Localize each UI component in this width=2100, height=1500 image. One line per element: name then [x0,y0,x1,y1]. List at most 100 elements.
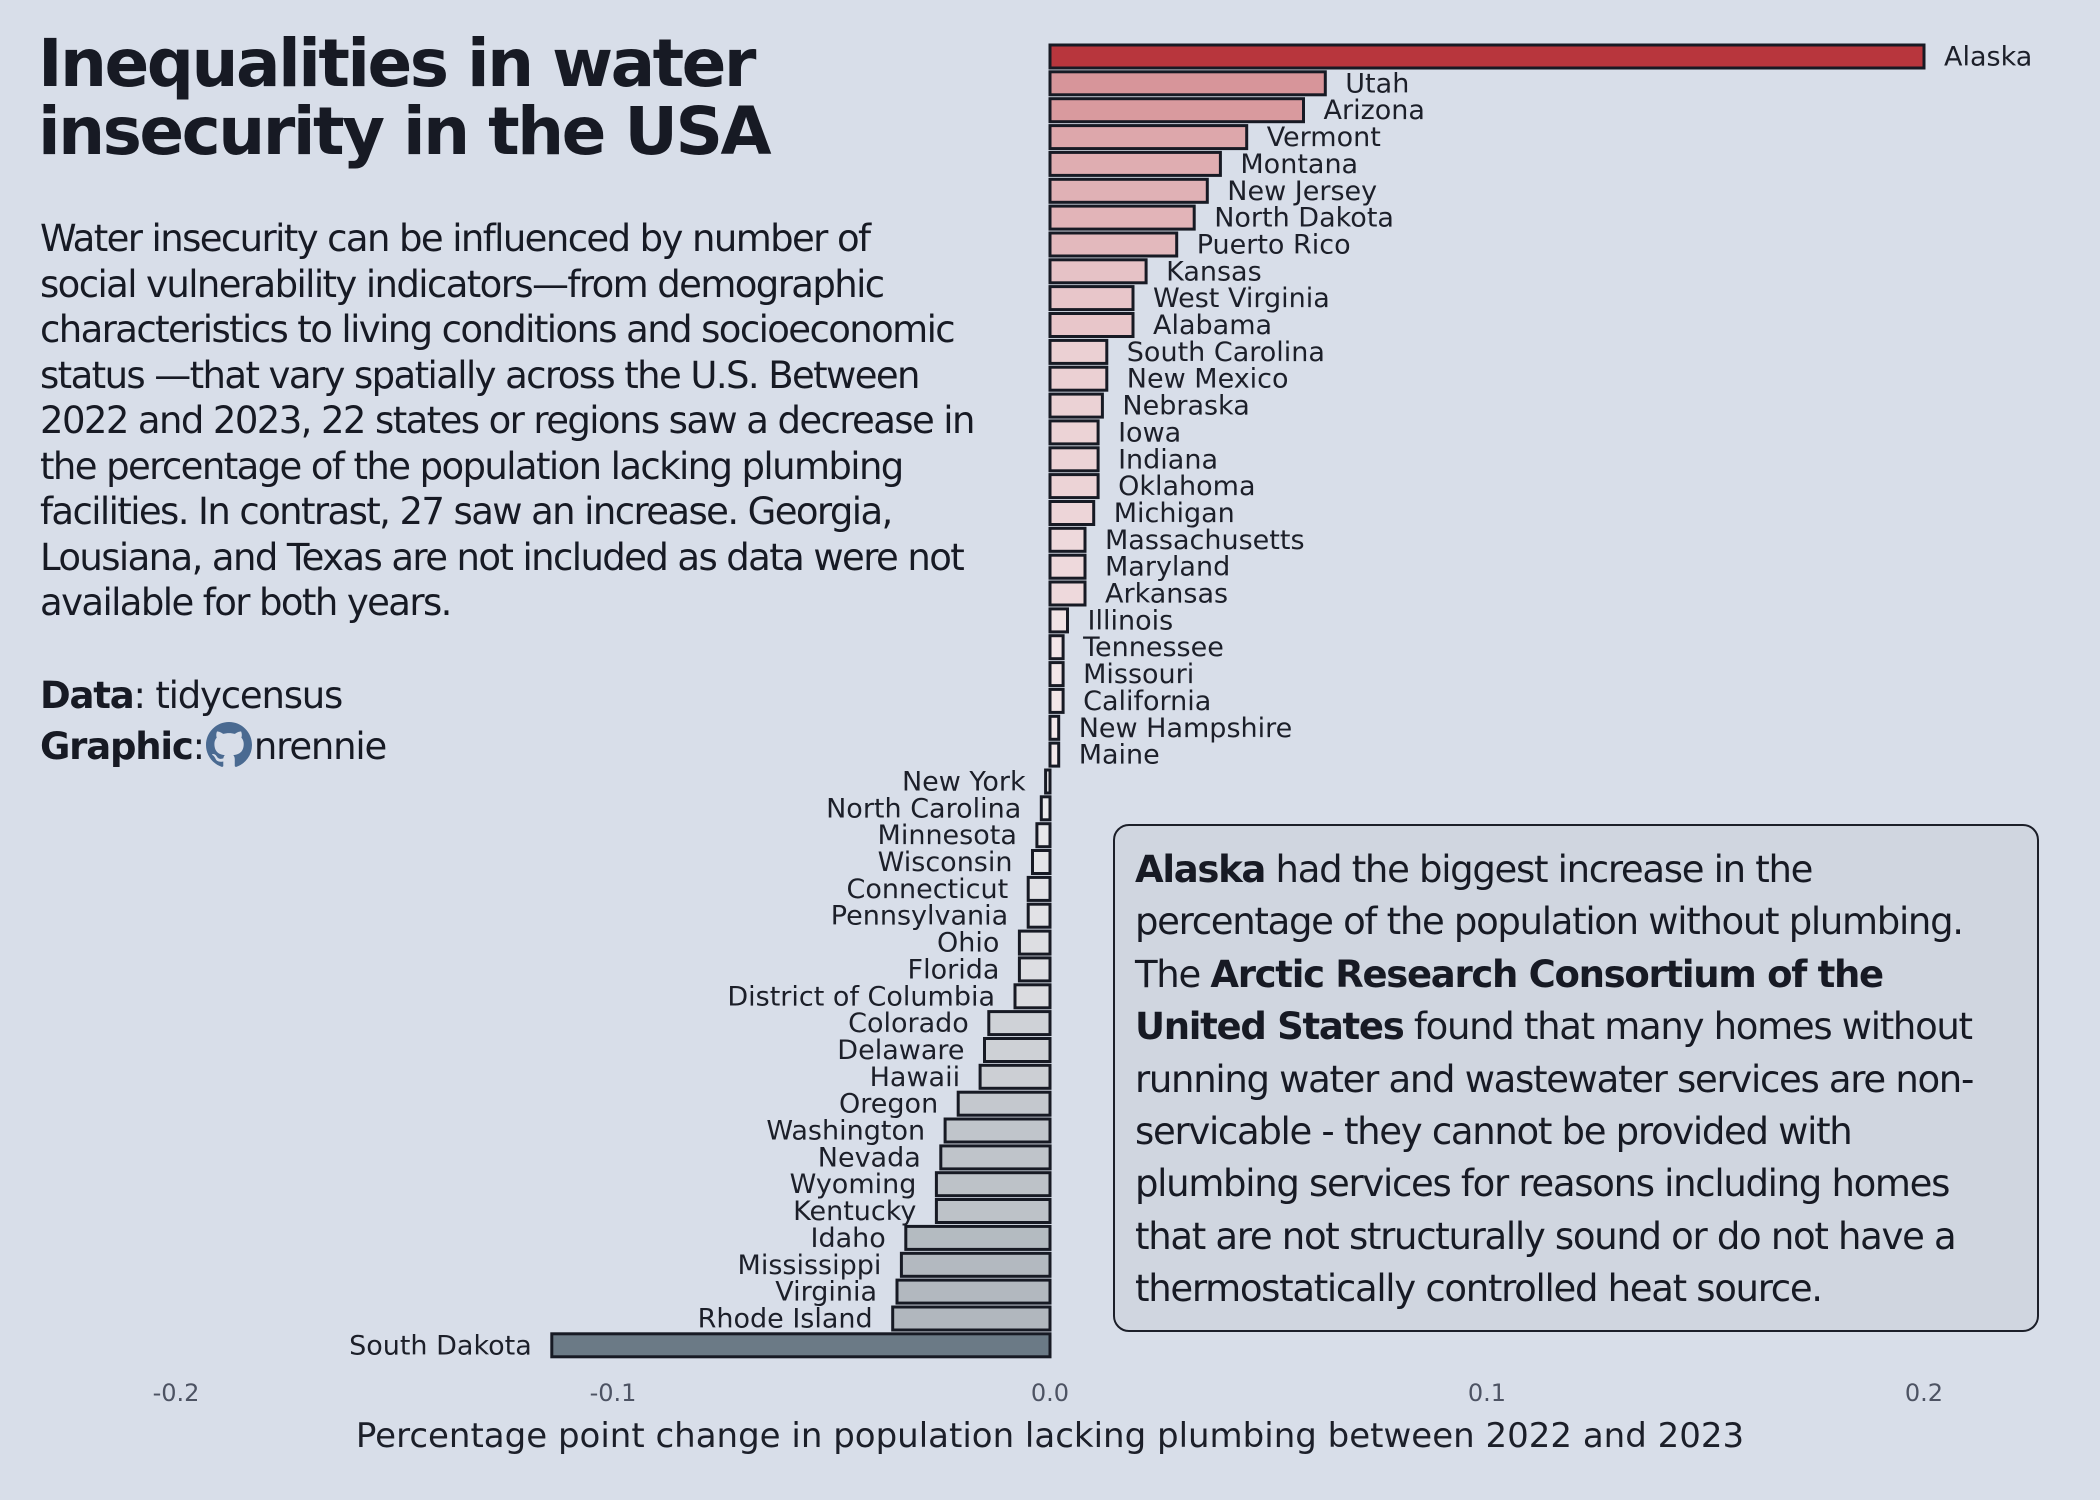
bar-label: Montana [1240,149,1358,180]
bar-label: Indiana [1118,444,1218,475]
x-tick-label: -0.1 [590,1379,637,1407]
bar-label: South Dakota [349,1330,532,1361]
data-credit-value: tidycensus [155,674,343,717]
bar-south-carolina [1048,338,1109,365]
bar-illinois [1048,607,1069,634]
bar-label: Tennessee [1082,632,1224,663]
x-tick-label: 0.2 [1905,1379,1943,1407]
bar-label: Alabama [1153,310,1272,341]
bar-maryland [1048,553,1087,580]
bar-label: Illinois [1088,605,1174,636]
bar-puerto-rico [1048,231,1179,258]
data-credit-label: Data [40,674,135,717]
bar-michigan [1048,500,1096,526]
github-icon [205,722,252,768]
bar-label: Wisconsin [878,847,1013,878]
graphic-credit-value: nrennie [253,725,387,768]
bar-arkansas [1048,580,1087,607]
bar-new-mexico [1048,365,1109,392]
bar-label: New Mexico [1127,364,1289,395]
bar-label: Massachusetts [1105,525,1305,556]
bar-west-virginia [1048,285,1135,312]
bar-label: Oklahoma [1118,471,1255,502]
bar-label: Nebraska [1122,391,1249,422]
graphic-credit-label: Graphic [40,725,194,768]
page-title: Inequalities in water insecurity in the … [38,25,772,170]
bar-north-dakota [1048,204,1196,231]
bar-pennsylvania [1026,902,1052,929]
bar-label: Hawaii [870,1062,960,1093]
bar-label: Colorado [848,1008,969,1039]
graphic-credit: Graphic: nrennie [40,722,387,769]
bar-label: Mississippi [738,1250,882,1281]
bar-florida [1017,956,1052,983]
bar-vermont [1048,124,1249,151]
bar-connecticut [1026,875,1052,902]
bar-delaware [983,1037,1052,1063]
bar-label: South Carolina [1127,337,1325,368]
annotation-text-1: had the biggest increase in the percenta… [1135,848,1964,996]
bar-new-hampshire [1048,714,1061,741]
bar-ohio [1017,929,1052,956]
bar-kentucky [934,1198,1052,1224]
bar-label: Connecticut [847,874,1009,905]
subtitle: Water insecurity can be influenced by nu… [40,217,975,624]
data-credit: Data: tidycensus [40,674,343,717]
bar-nebraska [1048,392,1104,419]
bar-oklahoma [1048,473,1100,500]
bar-label: Delaware [837,1035,964,1066]
bar-montana [1048,150,1222,177]
bar-label: West Virginia [1153,283,1330,314]
bar-nevada [939,1144,1052,1171]
bar-label: California [1083,686,1211,717]
bar-north-carolina [1039,795,1052,822]
bar-virginia [895,1278,1052,1305]
annotation-highlight-arcus: Arctic Research Consortium of the United… [1135,952,1884,1049]
x-tick-label: -0.2 [153,1379,200,1407]
bar-massachusetts [1048,526,1087,553]
bar-label: District of Columbia [727,981,995,1012]
bar-label: Puerto Rico [1197,230,1351,261]
bar-label: Florida [908,954,1000,985]
bar-rhode-island [891,1305,1052,1332]
bar-label: North Carolina [826,793,1021,824]
bar-label: North Dakota [1214,203,1394,234]
bar-minnesota [1035,822,1052,849]
x-axis-ticks: -0.2 -0.1 0.0 0.1 0.2 [153,1379,1944,1407]
bar-tennessee [1048,634,1065,661]
bar-colorado [987,1010,1052,1037]
bar-kansas [1048,258,1148,285]
bar-label: Vermont [1267,122,1381,153]
bar-missouri [1048,661,1065,688]
bar-label: Pennsylvania [831,901,1008,932]
bar-label: Oregon [839,1089,938,1120]
bar-label: Kansas [1166,256,1262,287]
bar-label: Arizona [1324,95,1425,126]
bar-label: New Jersey [1227,176,1377,207]
bar-label: Washington [766,1116,925,1147]
bar-wisconsin [1031,849,1052,875]
bar-mississippi [899,1251,1052,1278]
bar-label: Arkansas [1105,579,1228,610]
annotation-text-2: found that many homes without running wa… [1135,1005,1974,1311]
annotation-box: Alaska had the biggest increase in the p… [1113,824,2039,1332]
bar-label: Michigan [1114,498,1235,529]
bar-hawaii [978,1063,1052,1090]
bar-label: New Hampshire [1079,713,1293,744]
bar-maine [1048,741,1061,768]
bar-label: Utah [1345,68,1409,99]
bar-utah [1048,70,1327,97]
bar-label: Ohio [937,928,999,959]
bar-south-dakota [550,1332,1052,1359]
x-tick-label: 0.0 [1031,1379,1069,1407]
annotation-highlight-alaska: Alaska [1135,848,1266,891]
bar-label: Missouri [1083,659,1194,690]
bar-california [1048,687,1065,714]
bar-wyoming [934,1171,1052,1198]
bar-indiana [1048,446,1100,473]
bars-layer [550,43,1926,1359]
bar-label: Alaska [1944,42,2032,73]
x-axis-title: Percentage point change in population la… [356,1416,1744,1456]
